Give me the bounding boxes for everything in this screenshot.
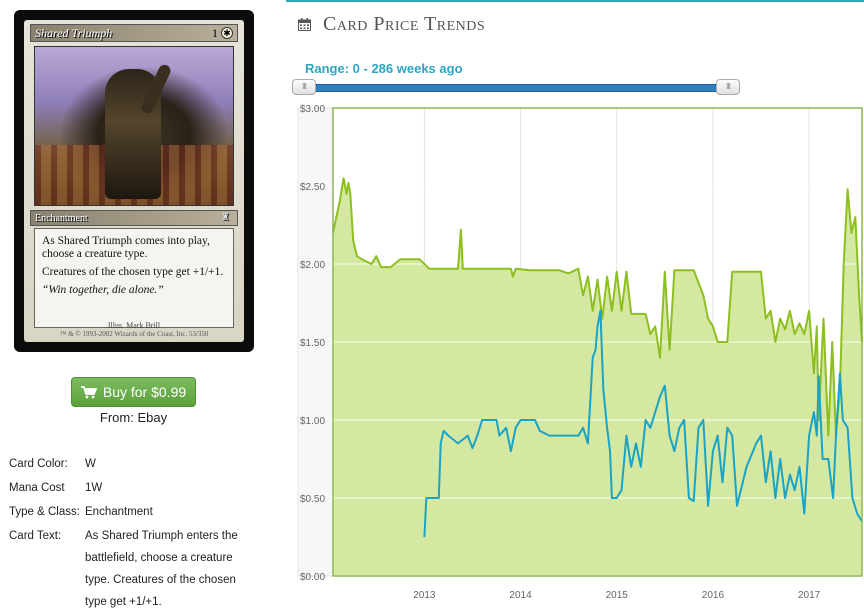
card-type-line: Enchantment — [35, 212, 88, 224]
detail-row-color: Card Color: W — [9, 452, 255, 476]
range-label: Range: 0 - 286 weeks ago — [305, 61, 463, 76]
card-frame: Shared Triumph 1 ✱ Enchantment ♜ As Shar… — [24, 20, 244, 342]
card-flavor-text: “Win together, die alone.” — [42, 284, 164, 296]
detail-value: As Shared Triumph enters the battlefield… — [85, 530, 238, 608]
detail-value: Enchantment — [85, 506, 153, 518]
card-copyright: ™ & © 1993-2002 Wizards of the Coast, In… — [59, 330, 209, 338]
trends-header: Card Price Trends — [298, 13, 485, 36]
card-cost-number: 1 — [212, 25, 218, 40]
range-slider[interactable]: III III — [292, 79, 740, 97]
y-tick-label: $1.00 — [300, 416, 325, 427]
x-tick-label: 2014 — [509, 590, 532, 601]
set-symbol-icon: ♜ — [221, 212, 230, 223]
x-tick-label: 2016 — [702, 590, 725, 601]
card-details: Card Color: W Mana Cost 1W Type & Class:… — [9, 452, 255, 613]
x-tick-label: 2017 — [798, 590, 821, 601]
card-rules-text-2: Creatures of the chosen type get +1/+1. — [42, 266, 224, 278]
price-trend-chart: 2013 2014 2015 2016 2017 $0.00 $0.50 $1.00 $1.50… — [297, 104, 863, 601]
range-slider-track[interactable] — [302, 84, 730, 92]
white-mana-icon: ✱ — [221, 27, 233, 39]
y-axis-gutter — [297, 107, 334, 577]
series-1-area — [333, 178, 862, 576]
shopping-cart-icon — [80, 386, 98, 399]
y-tick-label: $3.00 — [300, 104, 325, 115]
series-1-line — [332, 177, 863, 437]
y-tick-label: $0.00 — [300, 572, 325, 583]
card-name: Shared Triumph — [35, 25, 113, 40]
card-type-bar: Enchantment ♜ — [30, 210, 238, 226]
series-2-line — [423, 309, 863, 538]
buy-button[interactable]: Buy for $0.99 — [71, 377, 196, 407]
detail-value: W — [85, 458, 96, 470]
card-image: Shared Triumph 1 ✱ Enchantment ♜ As Shar… — [14, 10, 254, 352]
x-tick-label: 2013 — [413, 590, 436, 601]
card-illustrator: Illus. Mark Brill — [107, 321, 161, 330]
y-tick-label: $0.50 — [300, 494, 325, 505]
detail-key: Type & Class: — [9, 506, 80, 518]
detail-row-text: Card Text: As Shared Triumph enters the … — [9, 524, 255, 613]
top-accent-rule — [286, 0, 864, 2]
calendar-icon — [298, 18, 311, 31]
detail-key: Card Text: — [9, 530, 62, 542]
y-tick-label: $2.50 — [300, 182, 325, 193]
detail-key: Mana Cost — [9, 482, 65, 494]
y-tick-label: $2.00 — [300, 260, 325, 271]
range-slider-handle-right[interactable]: III — [716, 79, 740, 95]
detail-row-type: Type & Class: Enchantment — [9, 500, 255, 524]
card-cost: 1 ✱ — [212, 26, 233, 41]
x-tick-label: 2015 — [606, 590, 629, 601]
detail-value: 1W — [85, 482, 103, 494]
trends-title: Card Price Trends — [323, 13, 486, 35]
range-slider-handle-left[interactable]: III — [292, 79, 316, 95]
card-credits: Illus. Mark Brill ™ & © 1993-2002 Wizard… — [24, 321, 244, 339]
card-art — [34, 46, 234, 206]
card-title-bar: Shared Triumph 1 ✱ — [30, 24, 238, 42]
buy-button-label: Buy for $0.99 — [102, 384, 187, 400]
y-tick-label: $1.50 — [300, 338, 325, 349]
detail-key: Card Color: — [9, 458, 68, 470]
card-text-box: As Shared Triumph comes into play, choos… — [34, 228, 234, 328]
seller-source: From: Ebay — [99, 410, 168, 425]
detail-row-cost: Mana Cost 1W — [9, 476, 255, 500]
card-rules-text-1: As Shared Triumph comes into play, choos… — [42, 235, 210, 260]
plot-frame — [332, 107, 863, 577]
